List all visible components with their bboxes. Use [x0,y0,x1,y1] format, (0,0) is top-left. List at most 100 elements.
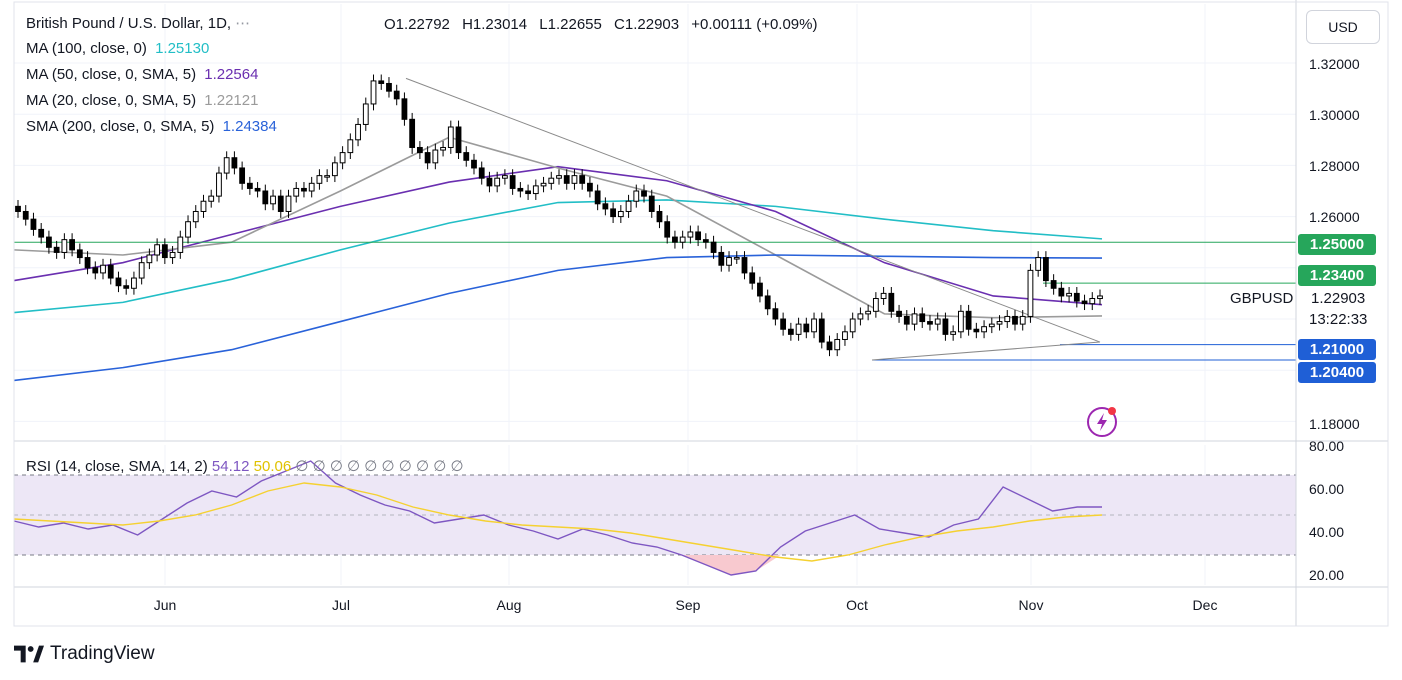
candle-body [826,341,833,351]
rsi-legend[interactable]: RSI (14, close, SMA, 14, 2) 54.12 50.06 … [26,457,464,475]
rsi-lines [13,460,1103,576]
candle-body [347,139,354,154]
candle-body [780,318,787,330]
candle-body [308,182,315,192]
candle-body [161,244,168,259]
candle-body [138,262,145,279]
rsi-line [13,460,1102,576]
candle-body [772,308,779,320]
candle-body [424,152,431,164]
rsi-band [14,474,1296,556]
candle-body [1097,295,1103,300]
candle-body [331,162,338,177]
candle-body [617,210,624,218]
candle-body [880,292,887,300]
rsi-legend-sma: 50.06 [253,458,292,475]
candle-body [842,331,848,340]
candle-body [641,190,647,197]
candle-body [710,241,717,253]
candle-body [293,187,300,197]
candle-body [888,292,895,312]
legend-ma100-value: 1.25130 [155,40,210,57]
y-tick-label: 1.26000 [1309,209,1360,225]
horizontal-levels [14,241,1296,361]
candle-body [911,313,918,325]
candle-body [355,123,361,141]
x-tick-label: Oct [846,597,868,613]
candle-body [100,264,106,274]
candle-body [927,321,933,325]
candle-body [76,249,83,259]
currency-button[interactable]: USD [1306,10,1380,44]
price-tag-121000: 1.21000 [1298,339,1376,360]
candle-body [409,118,416,148]
candle-body [1058,287,1065,297]
candle-body [455,126,462,154]
chart-frame [13,1,1389,627]
legend-ma100[interactable]: MA (100, close, 0) 1.25130 [26,40,209,57]
candle-body [648,195,655,212]
y-tick-label: 1.32000 [1309,56,1360,72]
candle-body [672,236,678,243]
candle-body [509,175,516,189]
candle-body [185,221,191,238]
flash-icon[interactable] [1085,405,1119,439]
legend-ma20[interactable]: MA (20, close, 0, SMA, 5) 1.22121 [26,92,258,109]
candle-body [1050,280,1057,289]
candle-body [540,182,547,187]
candle-body [556,175,562,179]
candle-body [1019,315,1026,325]
candle-body [53,246,60,253]
candle-body [594,190,601,205]
candle-body [579,175,586,184]
symbol-title[interactable]: British Pound / U.S. Dollar, 1D, ⋯ [26,14,252,32]
descending-trendline [405,77,1101,343]
rsi-legend-extra: ∅ ∅ ∅ ∅ ∅ ∅ ∅ ∅ ∅ ∅ [295,458,464,475]
candle-body [903,315,910,325]
rsi-legend-value: 54.12 [211,458,250,475]
rsi-tick-label: 80.00 [1309,438,1345,454]
x-tick-label: Dec [1192,597,1218,613]
candle-body [1035,257,1042,271]
candle-body [1066,292,1072,297]
rsi-tick-label: 60.00 [1309,481,1345,497]
candle-body [200,200,207,212]
candle-body [965,310,972,330]
candle-body [393,90,400,100]
ohlc-readout: O1.22792 H1.23014 L1.22655 C1.22903 +0.0… [384,16,826,33]
candle-body [656,210,663,223]
legend-ma50-label: MA (50, close, 0, SMA, 5) [26,66,197,83]
candle-body [795,323,802,335]
candle-body [726,257,732,266]
price-tag-123400: 1.23400 [1298,265,1376,286]
candle-body [687,231,694,238]
candle-body [270,195,276,205]
candle-body [386,82,392,92]
candle-body [857,313,864,320]
footer-brand[interactable]: TradingView [14,643,155,665]
rsi-tick-label: 40.00 [1309,524,1345,540]
last-price-label: 1.22903 [1311,290,1366,307]
candle-body [548,177,555,184]
candle-body [1073,292,1080,302]
y-tick-label: 1.30000 [1309,107,1360,123]
candle-body [471,159,477,169]
trendlines [405,77,1101,361]
candle-body [602,203,609,210]
frame [13,0,1389,627]
candle-body [764,295,771,310]
candle-body [787,328,794,335]
candle-body [1004,315,1011,323]
candle-body [981,326,987,333]
candle-body [695,231,702,241]
moving-averages [13,136,1103,382]
y-tick-label: 1.28000 [1309,158,1360,174]
legend-ma50[interactable]: MA (50, close, 0, SMA, 5) 1.22564 [26,66,258,83]
candle-body [324,175,331,178]
candle-body [973,328,980,333]
ma50-line [13,165,1103,306]
candle-body [177,236,184,253]
candle-body [571,175,578,184]
legend-sma200[interactable]: SMA (200, close, 0, SMA, 5) 1.24384 [26,118,277,135]
